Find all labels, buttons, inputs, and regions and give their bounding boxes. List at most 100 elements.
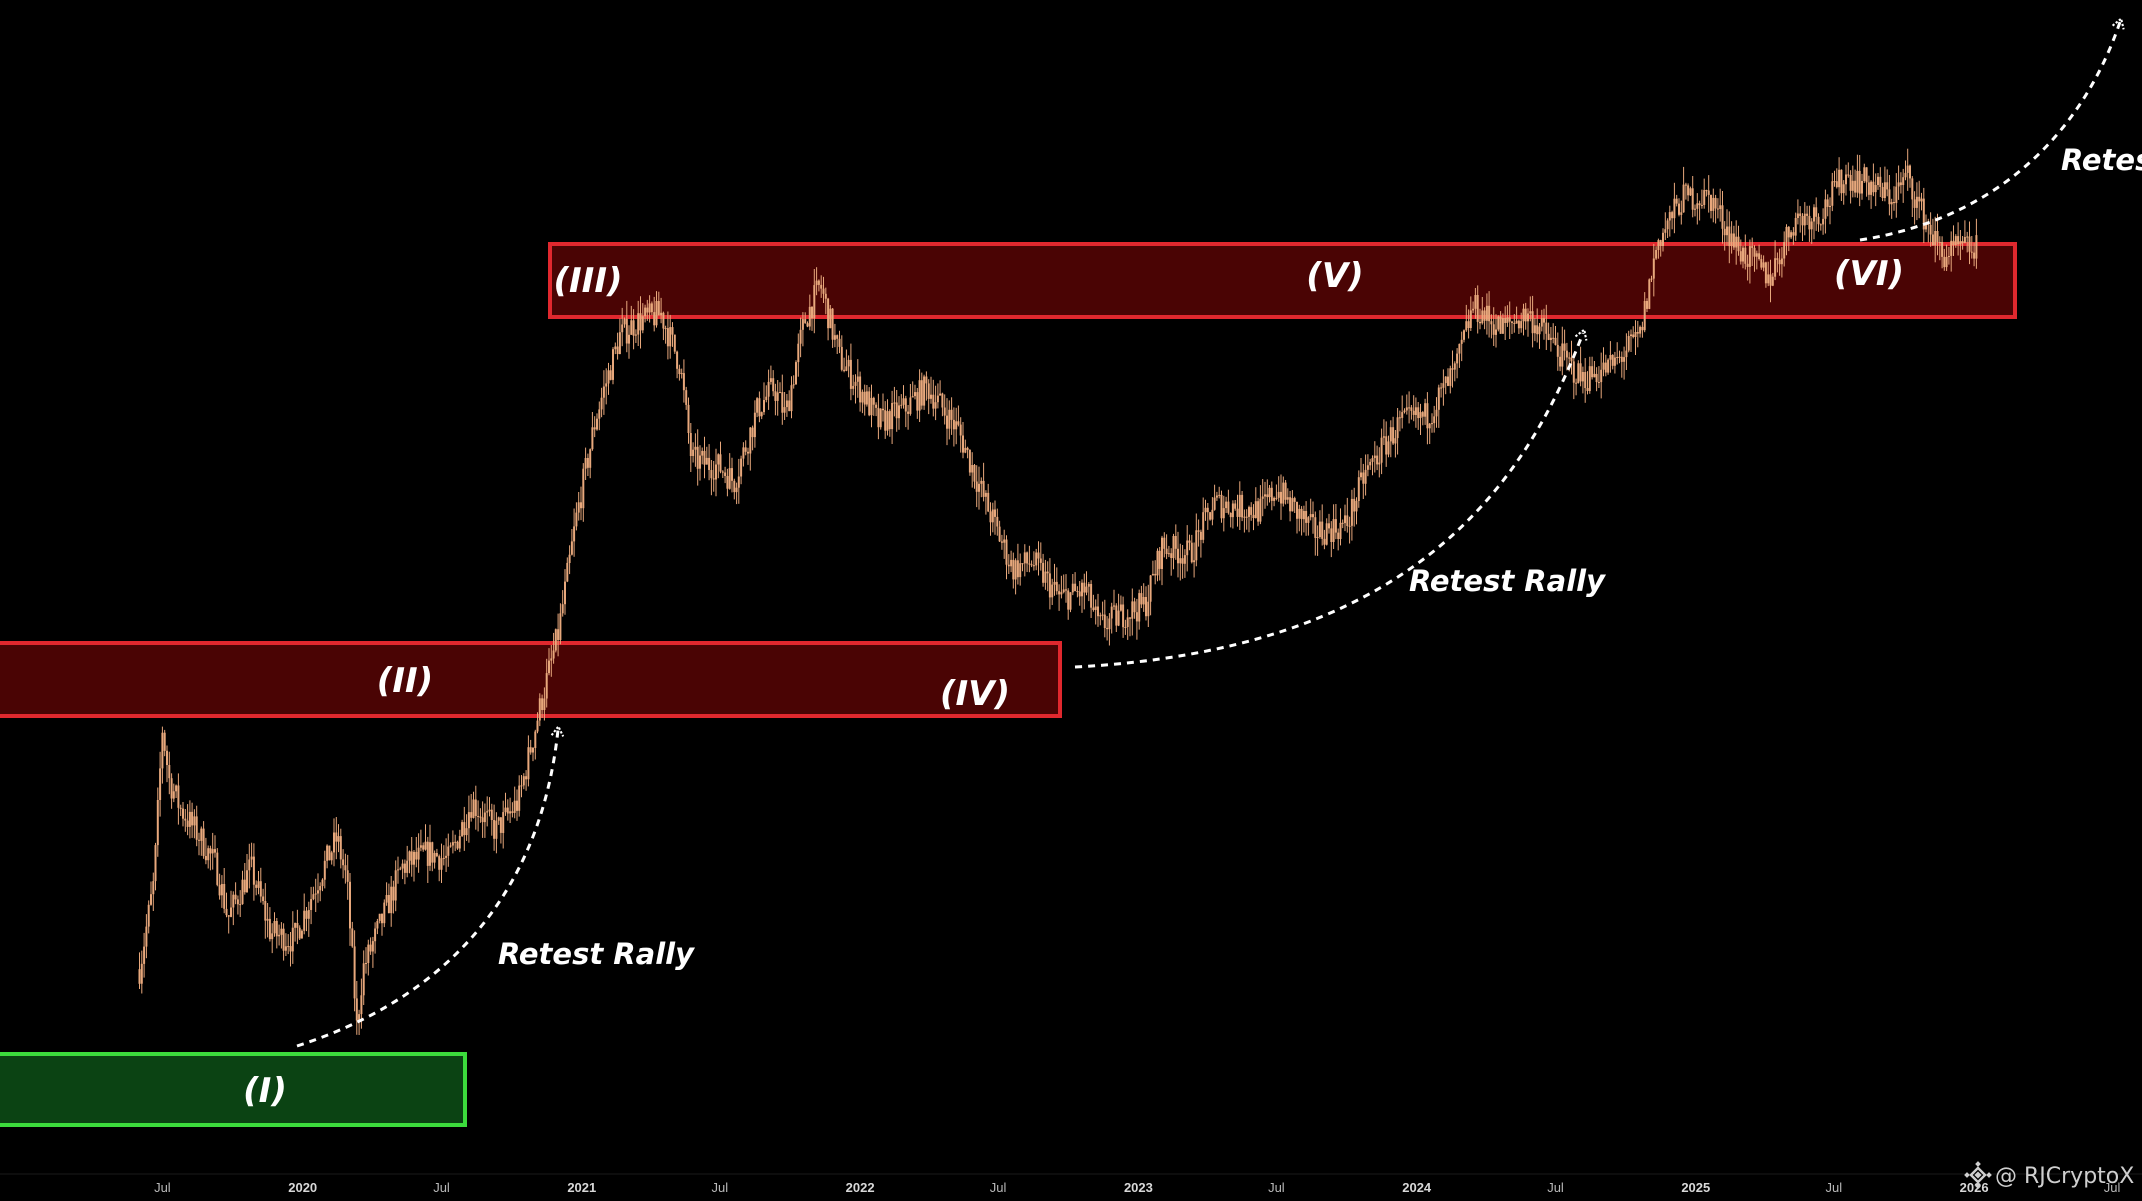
candle: [1129, 617, 1131, 637]
candle: [207, 845, 210, 869]
candle: [243, 863, 246, 895]
candle: [1858, 155, 1861, 207]
candle: [966, 446, 969, 459]
candle: [1373, 441, 1376, 473]
candle: [252, 843, 255, 901]
candle: [637, 300, 640, 346]
candle: [728, 453, 731, 490]
candle: [1881, 182, 1884, 202]
candle: [1856, 154, 1859, 198]
candle: [774, 383, 777, 416]
candle: [184, 809, 187, 832]
candle: [371, 936, 374, 968]
candle: [804, 312, 807, 324]
candle: [1630, 329, 1632, 352]
candle: [765, 385, 768, 403]
candle: [1538, 323, 1541, 349]
candle: [1696, 193, 1699, 225]
candle: [1929, 212, 1932, 247]
candle: [1474, 288, 1477, 319]
candle: [1744, 234, 1747, 270]
candle: [1950, 231, 1953, 272]
candle: [390, 876, 393, 927]
candle: [1264, 481, 1266, 509]
candle: [1259, 485, 1262, 525]
candle: [211, 832, 214, 870]
candle: [516, 789, 518, 821]
zone-label-vi: (VI): [1834, 254, 1904, 294]
candle: [1268, 485, 1271, 503]
candle: [1508, 301, 1511, 339]
candle: [1790, 230, 1793, 240]
candle: [1689, 186, 1692, 196]
candle: [312, 886, 315, 901]
candle: [246, 854, 248, 893]
candle: [1641, 321, 1644, 338]
candle: [486, 796, 489, 827]
candle: [797, 333, 800, 377]
candle: [1344, 504, 1346, 532]
candle: [1005, 535, 1008, 580]
candle: [602, 370, 605, 415]
candle: [351, 921, 354, 948]
candle: [1730, 221, 1733, 254]
candle: [1131, 588, 1134, 636]
candle: [978, 466, 980, 510]
candle: [1309, 498, 1312, 521]
candle: [1097, 593, 1099, 627]
candle: [1090, 580, 1093, 618]
candle: [337, 824, 340, 853]
candle: [1835, 168, 1838, 189]
candle: [1378, 447, 1381, 478]
candle: [465, 814, 468, 841]
candle: [463, 806, 466, 851]
candle: [678, 364, 681, 381]
candle: [1055, 567, 1058, 595]
candle: [408, 850, 411, 874]
candle: [1764, 261, 1767, 288]
candle: [1108, 613, 1111, 646]
candle: [801, 312, 804, 347]
candle: [1312, 501, 1314, 534]
candle: [1561, 326, 1564, 376]
candle: [1497, 315, 1500, 332]
candle: [1410, 405, 1413, 420]
candle: [577, 492, 580, 521]
candle: [1803, 202, 1806, 236]
candle: [1321, 504, 1324, 546]
candle: [991, 502, 994, 533]
candle: [216, 848, 219, 887]
candle: [1748, 239, 1751, 284]
candle: [1678, 198, 1680, 217]
candle: [1435, 397, 1438, 428]
candle: [1579, 346, 1582, 387]
candle: [1218, 486, 1221, 499]
candle: [1586, 371, 1589, 395]
candle: [1405, 394, 1408, 415]
candle: [284, 933, 287, 956]
candle: [1103, 599, 1106, 638]
candle: [232, 891, 235, 926]
candles-layer: [138, 148, 1978, 1035]
candle: [1300, 506, 1303, 536]
candle: [424, 824, 427, 851]
candle: [1254, 487, 1257, 519]
candle: [861, 389, 864, 414]
candle: [1726, 209, 1728, 246]
candle: [1904, 160, 1907, 181]
candle: [827, 297, 830, 341]
candle: [202, 821, 205, 859]
candle: [1469, 296, 1472, 331]
candle: [204, 837, 207, 865]
candle: [692, 442, 695, 463]
candle: [1909, 164, 1911, 188]
candle: [1671, 210, 1674, 230]
candle: [234, 882, 237, 905]
candle: [676, 350, 679, 379]
candle: [1135, 598, 1138, 640]
candle: [1026, 551, 1029, 572]
candle: [735, 482, 738, 505]
candle: [545, 658, 548, 708]
candle: [1172, 533, 1175, 570]
